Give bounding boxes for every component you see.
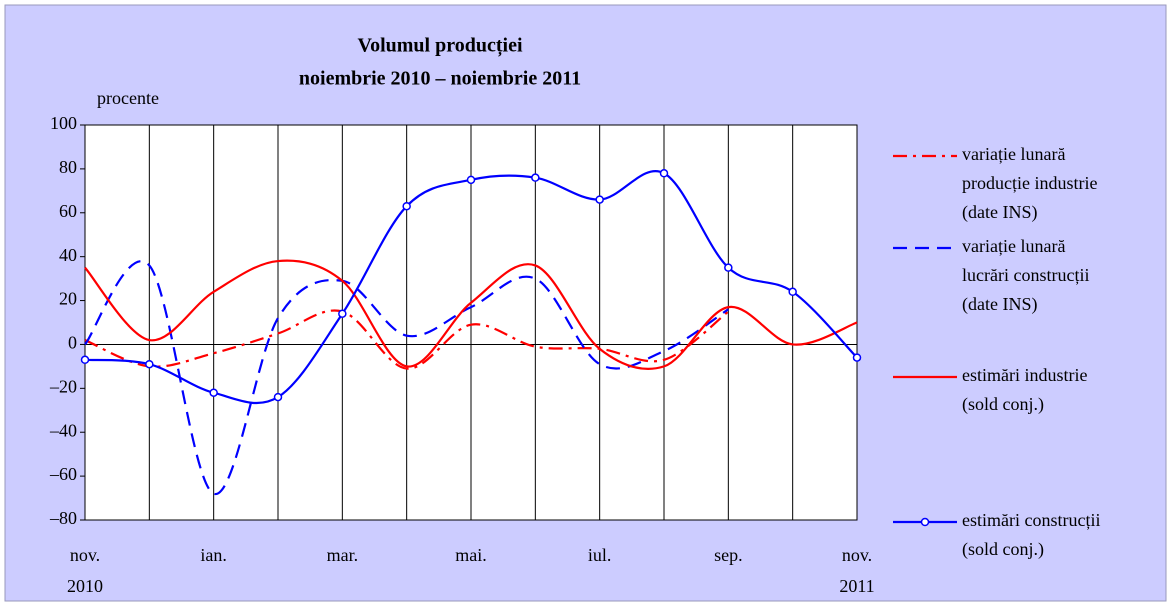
y-tick-label: –40 [49,420,77,440]
legend-label: (date INS) [962,202,1037,223]
legend-label: (sold conj.) [962,394,1044,415]
legend-label: estimări construcții [962,510,1100,530]
legend-marker [920,517,930,527]
marker [788,287,797,297]
series-line [84,259,858,371]
marker [273,392,283,402]
y-tick-label: 40 [59,245,77,265]
marker [852,353,862,362]
marker [402,201,411,211]
x-tick-label: sep. [714,545,743,565]
y-axis-label: procente [97,88,159,108]
legend-label: (date INS) [962,294,1037,315]
chart-title: Volumul producției [357,35,522,58]
marker [659,169,669,178]
marker [595,195,604,204]
legend-label: (sold conj.) [962,539,1044,560]
x-tick-label: nov. [70,545,100,565]
legend-label: estimări industrie [962,365,1087,385]
y-tick-label: 100 [50,113,77,133]
y-tick-label: –60 [49,464,77,484]
y-tick-label: 80 [59,157,77,177]
marker [145,359,154,369]
y-tick-label: –80 [49,508,77,528]
y-tick-label: 60 [59,201,77,221]
x-tick-label: 2011 [839,576,874,596]
chart-subtitle: noiembrie 2010 – noiembrie 2011 [299,68,581,90]
y-tick-label: 20 [59,289,77,309]
legend-label: producție industrie [962,173,1097,193]
x-tick-label: mar. [327,545,359,565]
x-tick-label: mai. [455,545,487,565]
x-tick-label: ian. [200,545,227,565]
marker [80,355,90,365]
x-tick-label: iul. [588,545,612,565]
y-tick-label: 0 [68,333,77,353]
y-tick-label: –20 [49,376,77,396]
x-tick-label: nov. [842,545,872,565]
marker [338,309,347,318]
legend-label: variație lunară [962,236,1065,256]
legend-label: lucrări construcții [962,265,1089,285]
series-line [84,309,729,370]
marker [531,173,540,182]
legend-label: variație lunară [962,144,1065,164]
marker [466,175,476,185]
marker [724,263,733,272]
marker [209,388,218,397]
x-tick-label: 2010 [67,576,103,596]
series-line [84,260,729,495]
